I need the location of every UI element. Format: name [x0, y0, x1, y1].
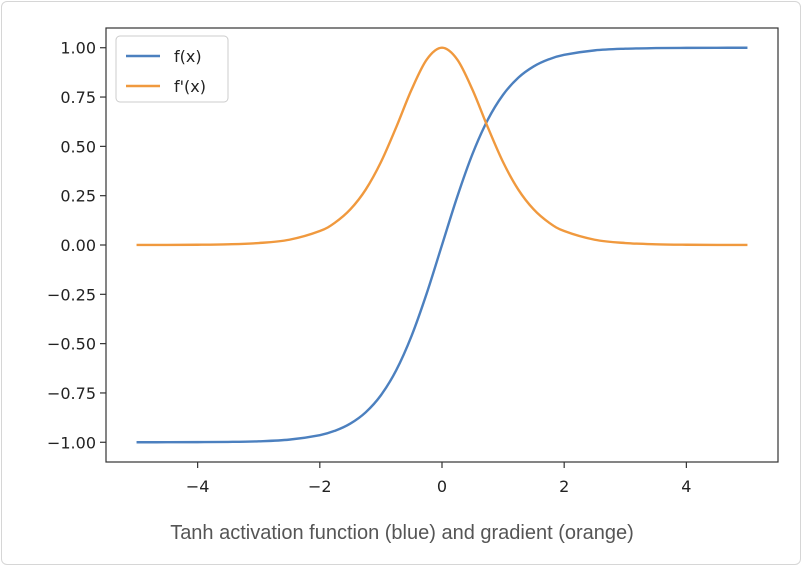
x-tick-label: 0 [437, 477, 447, 496]
x-tick-label: −4 [186, 477, 210, 496]
legend-label: f'(x) [174, 77, 206, 96]
x-tick-label: −2 [308, 477, 332, 496]
y-tick-label: 0.50 [60, 137, 96, 156]
y-tick-label: −0.75 [47, 384, 96, 403]
y-tick-label: 0.00 [60, 236, 96, 255]
series-line-f-prime [136, 46, 748, 247]
series-line-f [136, 46, 748, 444]
x-tick-label: 2 [559, 477, 569, 496]
figure-caption: Tanh activation function (blue) and grad… [170, 522, 634, 544]
tanh-chart: 1.00 0.75 0.50 0.25 0.00 −0.25 −0.50 −0.75 −1.00… [47, 27, 779, 496]
y-tick-label: 1.00 [60, 39, 96, 58]
y-tick-label: −1.00 [47, 433, 96, 452]
y-tick-label: 0.75 [60, 88, 96, 107]
legend-box [115, 35, 229, 103]
y-tick-label: 0.25 [60, 187, 96, 206]
y-tick-label: −0.25 [47, 285, 96, 304]
x-tick-label: 4 [681, 477, 691, 496]
y-tick-label: −0.50 [47, 335, 96, 354]
legend-label: f(x) [174, 47, 202, 66]
